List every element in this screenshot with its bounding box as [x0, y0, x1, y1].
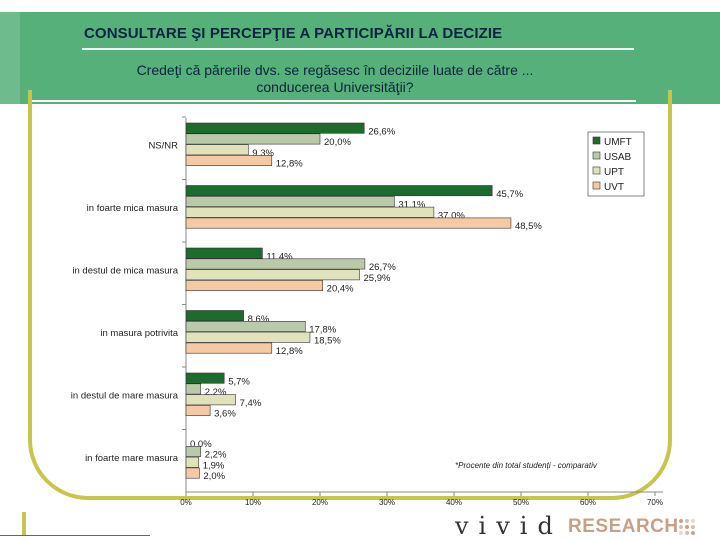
category-label: in masura potrivita — [100, 328, 178, 339]
x-tick-label: 30% — [379, 498, 395, 507]
bar — [185, 247, 263, 259]
category-label: in destul de mica masura — [72, 266, 178, 277]
chart-frame — [28, 90, 672, 500]
bar — [185, 320, 306, 332]
category-label: NS/NR — [148, 141, 178, 152]
question-line-1: Credeţi că părerile dvs. se regăsesc în … — [136, 62, 534, 78]
header-side-band — [0, 12, 20, 104]
data-label: 25,9% — [364, 273, 391, 284]
data-label: 26,6% — [368, 126, 395, 137]
data-label: 45,7% — [496, 189, 523, 200]
x-tick-label: 50% — [513, 498, 529, 507]
logo-dots-icon — [679, 519, 695, 535]
bar — [185, 342, 273, 354]
data-label: 12,8% — [276, 159, 303, 170]
x-tick-label: 20% — [312, 498, 328, 507]
data-label: 5,7% — [228, 376, 250, 387]
legend-label: UVT — [604, 182, 624, 193]
legend-swatch — [592, 151, 601, 160]
question-line-2: conducerea Universităţii? — [256, 79, 414, 95]
bar — [185, 394, 236, 406]
legend-label: USAB — [604, 152, 632, 163]
data-label: 26,7% — [369, 262, 396, 273]
footer-accent — [22, 512, 26, 536]
bar — [185, 280, 323, 291]
data-label: 7,4% — [240, 398, 262, 409]
bar — [185, 372, 225, 384]
x-tick-label: 0% — [180, 498, 192, 507]
x-tick-label: 60% — [580, 498, 596, 507]
data-label: 2,2% — [205, 387, 227, 398]
x-tick-label: 40% — [446, 498, 462, 507]
x-tick-label: 70% — [647, 498, 663, 507]
legend-swatch — [592, 181, 601, 190]
data-label: 20,0% — [324, 137, 351, 148]
bar — [185, 269, 360, 281]
data-label: 31,1% — [398, 200, 425, 211]
bar — [185, 217, 512, 229]
data-label: 12,8% — [276, 346, 303, 357]
question-text: Credeţi că părerile dvs. se regăsesc în … — [40, 62, 630, 96]
data-label: 37,0% — [438, 210, 465, 221]
bar — [185, 155, 273, 166]
data-label: 0,0% — [190, 439, 212, 450]
data-label: 1,9% — [203, 460, 225, 471]
bar — [185, 383, 202, 395]
footer-rule — [0, 535, 150, 536]
bar — [185, 122, 365, 134]
data-label: 2,0% — [203, 471, 225, 482]
legend-swatch — [592, 136, 601, 145]
bar — [185, 196, 395, 207]
bar — [185, 310, 244, 322]
bar — [185, 405, 211, 416]
page-title: CONSULTARE ŞI PERCEPŢIE A PARTICIPĂRII L… — [84, 25, 503, 42]
research-logo-text: RESEARCH — [568, 516, 679, 537]
data-label: 48,5% — [515, 221, 542, 232]
category-label: in destul de mare masura — [71, 391, 179, 402]
data-label: 3,6% — [214, 409, 236, 420]
data-label: 9,3% — [252, 148, 274, 159]
footnote: *Procente din total studenţi - comparati… — [455, 461, 598, 470]
bar — [185, 133, 321, 145]
x-tick-label: 10% — [245, 498, 261, 507]
legend-swatch — [592, 166, 601, 175]
legend-label: UMFT — [604, 137, 632, 148]
header-divider — [82, 48, 634, 50]
data-label: 11,4% — [266, 251, 293, 262]
data-label: 8,6% — [248, 314, 270, 325]
data-label: 18,5% — [314, 335, 341, 346]
data-label: 17,8% — [309, 325, 336, 336]
bar — [185, 185, 493, 197]
vivid-logo: vivid — [455, 512, 563, 540]
bar — [185, 144, 249, 156]
legend-label: UPT — [604, 167, 624, 178]
bar — [185, 445, 202, 457]
bar — [185, 206, 435, 218]
header-bottom-rule — [30, 100, 636, 102]
bar — [185, 258, 366, 270]
bar — [185, 331, 311, 343]
data-label: 20,4% — [327, 284, 354, 295]
bar — [185, 467, 200, 479]
data-label: 2,2% — [205, 450, 227, 461]
header-band — [20, 12, 720, 104]
category-label: in foarte mica masura — [87, 203, 179, 214]
category-label: in foarte mare masura — [85, 453, 179, 464]
bar — [185, 456, 200, 468]
